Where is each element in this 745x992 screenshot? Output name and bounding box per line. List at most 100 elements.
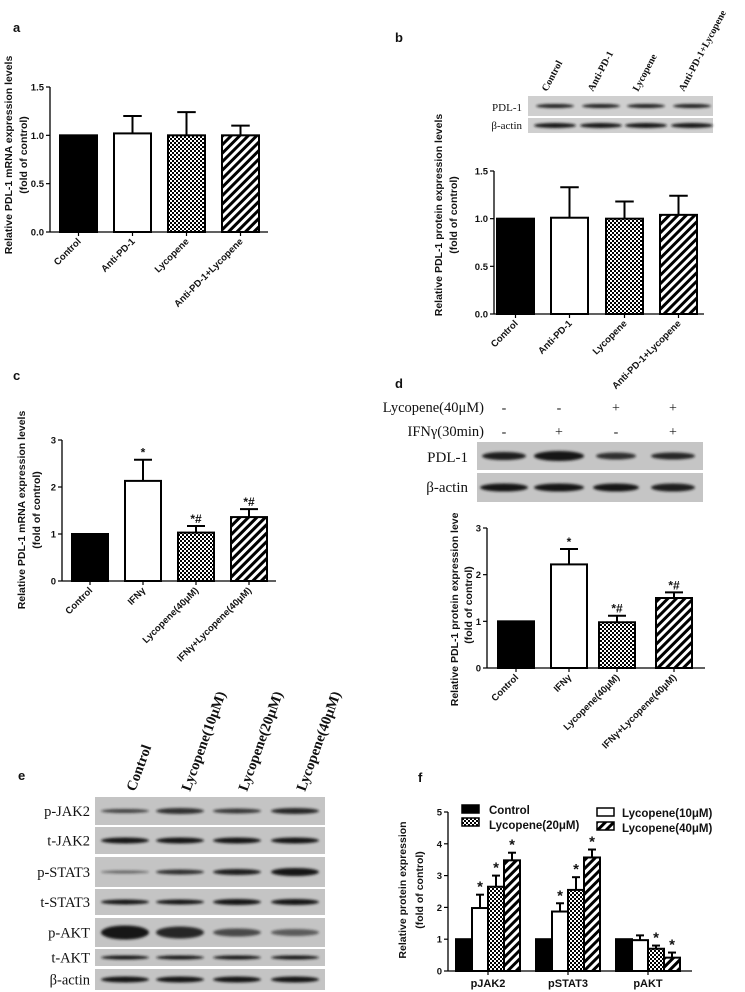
y-tick-label: 1: [51, 530, 57, 541]
significance-label: *: [567, 535, 572, 549]
significance-label: *: [493, 860, 499, 877]
panel-label-c: c: [13, 368, 20, 383]
x-tick-label: Lycopene(40μM): [141, 585, 202, 646]
treatment-sign: +: [669, 401, 677, 416]
bar: [221, 134, 260, 233]
treatment-label: Lycopene(40μM): [383, 400, 484, 416]
treatment-sign: +: [612, 401, 620, 416]
blot-band: [271, 976, 319, 983]
significance-label: *: [589, 834, 595, 851]
bar: [503, 859, 521, 972]
lane-label: Lycopene: [631, 52, 660, 93]
x-tick-label: Control: [489, 672, 521, 704]
bar: [551, 910, 569, 972]
blot-band: [101, 809, 149, 813]
blot-strip: [95, 969, 325, 990]
x-tick-label: Control: [489, 318, 521, 350]
blot-band: [156, 808, 204, 814]
lane-label: Control: [540, 59, 565, 94]
panel-label-d: d: [395, 376, 403, 391]
treatment-sign: +: [669, 425, 677, 440]
blot-band: [156, 869, 204, 875]
legend-swatch: [596, 807, 615, 817]
x-tick-label: Lycopene: [591, 318, 630, 357]
blot-b: Control Anti-PD-1 Lycopene Anti-PD-1+Lycope…: [491, 8, 729, 133]
blot-band: [536, 104, 574, 108]
y-tick-label: 3: [437, 871, 442, 882]
blot-band: [580, 123, 622, 128]
blot-band: [101, 837, 149, 844]
blot-band: [627, 104, 665, 108]
bar: [535, 938, 553, 973]
x-tick-label: Anti-PD-1: [536, 318, 575, 357]
blot-band: [596, 452, 636, 460]
significance-label: *#: [668, 578, 680, 592]
lane-label: Lycopene(40μM): [294, 689, 345, 793]
x-tick-label: IFNγ: [126, 585, 149, 608]
bar: [605, 217, 644, 316]
blot-band: [271, 899, 319, 905]
y-tick-label: 3: [51, 436, 56, 447]
panel-label-b: b: [395, 30, 403, 45]
blot-band: [651, 483, 695, 492]
y-tick-label: 0.5: [475, 262, 489, 273]
x-tick-label: Control: [63, 585, 95, 617]
treatment-label: IFNγ(30min): [408, 424, 485, 440]
blot-band: [534, 483, 584, 492]
blot-band: [673, 104, 711, 108]
bar: [71, 533, 109, 582]
blot-row-label: t-JAK2: [47, 834, 90, 850]
x-tick-label: Control: [52, 236, 84, 268]
y-tick-label: 0.0: [31, 228, 44, 239]
blot-band: [156, 899, 204, 905]
blot-row-label: PDL-1: [492, 102, 522, 114]
blot-band: [534, 123, 576, 128]
y-axis-title: Relative protein expression (fold of cont…: [397, 821, 426, 958]
legend-swatch: [596, 821, 615, 831]
blot-band: [156, 837, 204, 844]
blot-band: [213, 837, 261, 844]
bar: [113, 132, 152, 233]
bar: [177, 531, 215, 583]
blot-band: [271, 929, 319, 936]
y-axis-label: Relative PDL-1 mRNA expression levels: [16, 411, 28, 610]
blot-row-label: PDL-1: [427, 450, 468, 466]
bar: [631, 939, 649, 972]
blot-band: [213, 869, 261, 875]
bar: [663, 956, 681, 972]
blot-band: [101, 899, 149, 905]
x-tick-label: pSTAT3: [548, 978, 588, 990]
y-tick-label: 0: [437, 967, 442, 978]
y-tick-label: 4: [437, 839, 443, 850]
blot-band: [271, 837, 319, 844]
lane-label: Anti-PD-1: [586, 49, 616, 93]
significance-label: *: [141, 446, 146, 460]
blot-row-label: t-AKT: [51, 951, 90, 967]
blot-row-label: β-actin: [491, 120, 522, 132]
y-axis-label-units: (fold of control): [31, 471, 43, 549]
bar: [496, 217, 535, 316]
lane-label: Anti-PD-1+Lycopene: [677, 8, 729, 93]
y-axis-label: Relative PDL-1 protein expression levels: [449, 504, 461, 707]
y-tick-label: 0: [476, 664, 481, 675]
lane-label: Control: [124, 743, 155, 794]
x-tick-label: pAKT: [633, 978, 663, 990]
y-tick-label: 1: [437, 935, 443, 946]
y-axis-label: Relative PDL-1 protein expression levels: [433, 114, 445, 317]
y-tick-label: 1: [476, 617, 482, 628]
bar: [124, 479, 162, 583]
lane-label: Lycopene(20μM): [236, 689, 287, 793]
y-tick-label: 1.5: [475, 167, 489, 178]
significance-label: *: [509, 837, 515, 854]
y-tick-label: 1.5: [31, 83, 45, 94]
bar: [455, 938, 473, 973]
y-tick-label: 1.0: [475, 214, 488, 225]
y-axis-label-units: (fold of control): [463, 566, 475, 644]
treatment-sign: -: [502, 401, 507, 416]
blot-band: [625, 123, 667, 128]
blot-e: Control Lycopene(10μM) Lycopene(20μM) Lycop…: [37, 689, 345, 990]
y-axis-label: Relative protein expression: [397, 821, 409, 958]
